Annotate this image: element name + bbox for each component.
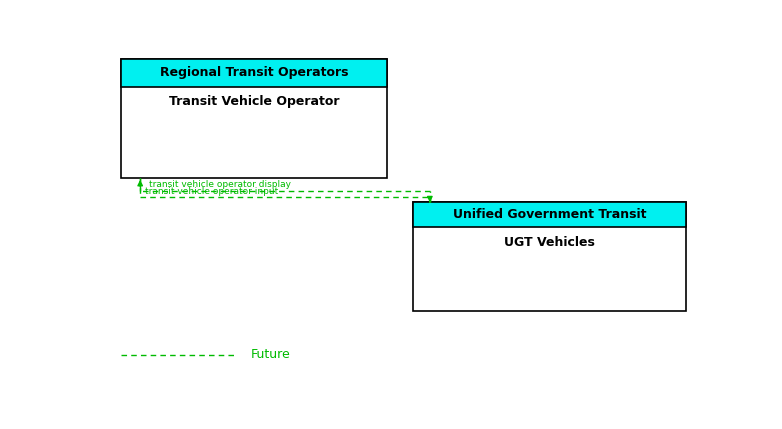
Text: UGT Vehicles: UGT Vehicles: [504, 236, 594, 249]
Text: transit vehicle operator display: transit vehicle operator display: [149, 180, 291, 189]
Bar: [120, 59, 387, 87]
Bar: [413, 202, 686, 227]
Bar: [120, 59, 387, 178]
Text: transit vehicle operator input: transit vehicle operator input: [145, 187, 278, 196]
Bar: [413, 202, 686, 311]
Text: Regional Transit Operators: Regional Transit Operators: [160, 66, 348, 79]
Text: Future: Future: [251, 348, 291, 361]
Text: Unified Government Transit: Unified Government Transit: [453, 208, 646, 221]
Text: Transit Vehicle Operator: Transit Vehicle Operator: [169, 95, 339, 108]
